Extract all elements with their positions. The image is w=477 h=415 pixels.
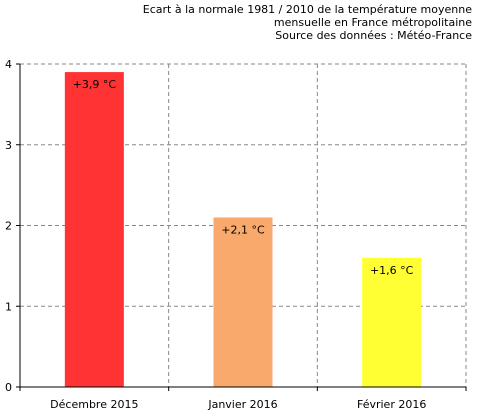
x-tick-label-2: Février 2016 [357, 398, 426, 411]
data-label-0: +3,9 °C [73, 78, 117, 91]
title-line-1: Ecart à la normale 1981 / 2010 de la tem… [143, 3, 472, 16]
data-label-2: +1,6 °C [370, 264, 414, 277]
bar-2 [362, 257, 422, 387]
title-line-2: mensuelle en France métropolitaine [274, 16, 472, 29]
y-tick-label-4: 4 [5, 58, 12, 71]
chart-title: Ecart à la normale 1981 / 2010 de la tem… [143, 3, 472, 42]
y-tick-label-0: 0 [5, 381, 12, 394]
labels: 0 1 2 3 4 +3,9 °C Décembre 2015 +2,1 °C Janvier … [5, 58, 426, 411]
data-label-1: +2,1 °C [221, 223, 265, 236]
y-tick-label-3: 3 [5, 139, 12, 152]
bar-1 [213, 217, 273, 387]
bar-0 [64, 72, 124, 387]
bars [64, 72, 422, 387]
title-line-3: Source des données : Météo-France [275, 29, 472, 42]
axes [16, 63, 467, 391]
x-tick-label-1: Janvier 2016 [207, 398, 277, 411]
y-tick-label-1: 1 [5, 300, 12, 313]
y-tick-label-2: 2 [5, 220, 12, 233]
x-tick-label-0: Décembre 2015 [50, 398, 138, 411]
